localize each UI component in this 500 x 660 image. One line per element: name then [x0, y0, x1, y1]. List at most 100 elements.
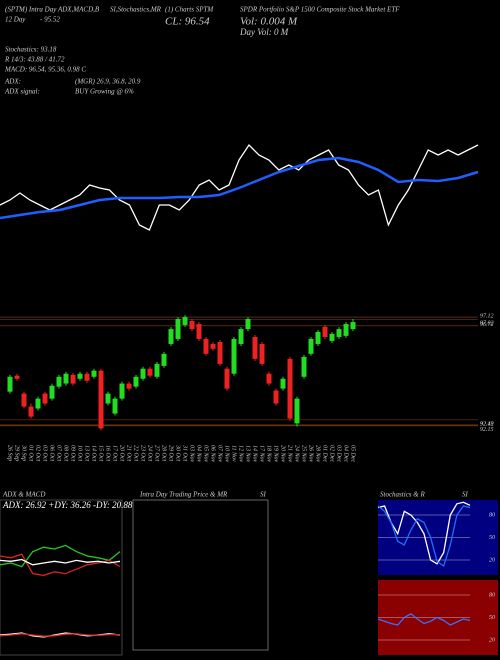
series-line: [0, 633, 120, 637]
x-tick-label: 24 Nov: [294, 445, 301, 463]
candle-body: [77, 373, 83, 379]
candle-body: [147, 368, 153, 376]
x-tick-label: 04 Dec: [343, 445, 350, 462]
x-tick-label: 15 Oct: [98, 445, 104, 461]
candle-body: [154, 363, 160, 377]
panel-title: Intra Day Trading Price & MR: [139, 491, 228, 499]
candle-body: [175, 319, 181, 339]
header-text: SI,Stochastics,MR: [110, 6, 162, 14]
candle-body: [301, 356, 307, 377]
y-tick-label: 92.15: [480, 427, 494, 433]
panel-title: Stochastics & R: [380, 491, 425, 499]
candle-body: [336, 329, 342, 337]
candle-body: [203, 338, 209, 354]
x-tick-label: 29 Oct: [168, 445, 174, 461]
x-tick-label: 01 Oct: [28, 445, 34, 461]
candle-body: [98, 370, 104, 429]
x-tick-label: 05 Dec: [350, 445, 356, 462]
adx-frame: [0, 499, 123, 656]
x-tick-label: 30 Sep: [21, 444, 27, 461]
candle-body: [7, 376, 13, 392]
x-tick-label: 22 Oct: [133, 445, 139, 461]
candle-body: [126, 383, 132, 389]
y-tick-label: 97.02: [480, 321, 494, 327]
y-tick-label: 50: [489, 615, 495, 621]
header-text: 12 Day: [5, 16, 26, 24]
panel-subtitle: ADX: 26.92 +DY: 36.26 -DY: 20.88: [2, 500, 133, 510]
x-tick-label: 03 Oct: [42, 445, 48, 461]
x-tick-label: 17 Oct: [112, 445, 118, 461]
x-tick-label: 02 Dec: [329, 445, 335, 462]
candle-body: [189, 321, 195, 330]
candle-body: [42, 393, 48, 404]
x-tick-label: 09 Oct: [70, 445, 76, 461]
x-tick-label: 18 Nov: [266, 445, 272, 463]
x-tick-label: 23 Oct: [140, 445, 146, 461]
y-tick-label: 80: [489, 512, 495, 518]
candle-body: [119, 383, 125, 399]
candle-body: [350, 322, 356, 330]
candle-body: [224, 368, 230, 389]
candle-body: [84, 373, 90, 381]
candle-body: [210, 343, 216, 349]
x-tick-label: 06 Nov: [210, 445, 216, 463]
x-tick-label: 26 Nov: [308, 445, 314, 463]
y-tick-label: 50: [489, 535, 495, 541]
candle-body: [315, 331, 321, 344]
series-line: [0, 156, 479, 220]
panel-title: ADX & MACD: [2, 491, 45, 499]
candle-body: [329, 333, 335, 341]
x-tick-label: 02 Oct: [35, 445, 41, 461]
candle-body: [294, 398, 300, 424]
x-tick-label: 05 Nov: [203, 445, 209, 463]
header-text: - 95.52: [40, 16, 60, 24]
candle-body: [91, 370, 97, 377]
x-tick-label: 14 Nov: [252, 445, 259, 463]
panel-subtitle: SI: [462, 491, 469, 499]
y-tick-label: 20: [489, 637, 495, 643]
header-text: (MGR) 26.9, 36.8, 20.9: [75, 78, 141, 86]
x-tick-label: 27 Oct: [154, 445, 160, 461]
header-text: ADX:: [4, 78, 21, 86]
x-tick-label: 20 Nov: [280, 445, 286, 463]
candle-body: [273, 390, 279, 404]
candle-body: [168, 329, 174, 344]
chart-title: (SPTM) Intra Day ADX,MACD,B: [5, 6, 100, 14]
header-text: MACD: 96.54, 95.36, 0.98 C: [4, 66, 86, 74]
x-tick-label: 26 Sep: [7, 445, 13, 461]
candle-body: [21, 393, 27, 407]
candle-body: [14, 375, 20, 379]
header-text: BUY Growing @ 6%: [75, 88, 134, 96]
x-tick-label: 13 Oct: [84, 445, 90, 461]
x-tick-label: 03 Nov: [189, 445, 195, 463]
intraday-frame: [132, 499, 269, 651]
panel-subtitle: SI: [260, 491, 267, 499]
candle-body: [280, 378, 286, 389]
candle-body: [238, 329, 244, 344]
x-tick-label: 14 Oct: [91, 445, 98, 461]
y-tick-label: 20: [489, 557, 495, 563]
candle-body: [245, 319, 251, 330]
x-tick-label: 29 Sep: [14, 445, 20, 461]
candle-body: [308, 338, 314, 354]
x-tick-label: 01 Dec: [322, 445, 328, 462]
y-tick-label: 80: [489, 592, 495, 598]
header-text: CL: 96.54: [165, 16, 210, 28]
y-tick-label: 97.12: [480, 313, 494, 319]
candle-body: [182, 317, 188, 325]
candle-body: [161, 353, 167, 366]
candle-body: [49, 385, 55, 399]
candle-body: [140, 368, 146, 379]
y-tick-label: 96.72: [480, 322, 494, 328]
candle-body: [259, 343, 265, 364]
x-tick-label: 16 Oct: [105, 445, 111, 461]
x-tick-label: 06 Oct: [49, 445, 55, 461]
y-tick-label: 92.42: [480, 420, 494, 427]
header-text: SPDR Portfolio S&P 1500 Composite Stock …: [240, 6, 400, 14]
candle-body: [70, 374, 76, 384]
x-tick-label: 20 Oct: [119, 445, 125, 461]
candle-body: [266, 373, 272, 384]
x-tick-label: 10 Nov: [224, 445, 230, 463]
x-tick-label: 21 Nov: [287, 445, 293, 463]
